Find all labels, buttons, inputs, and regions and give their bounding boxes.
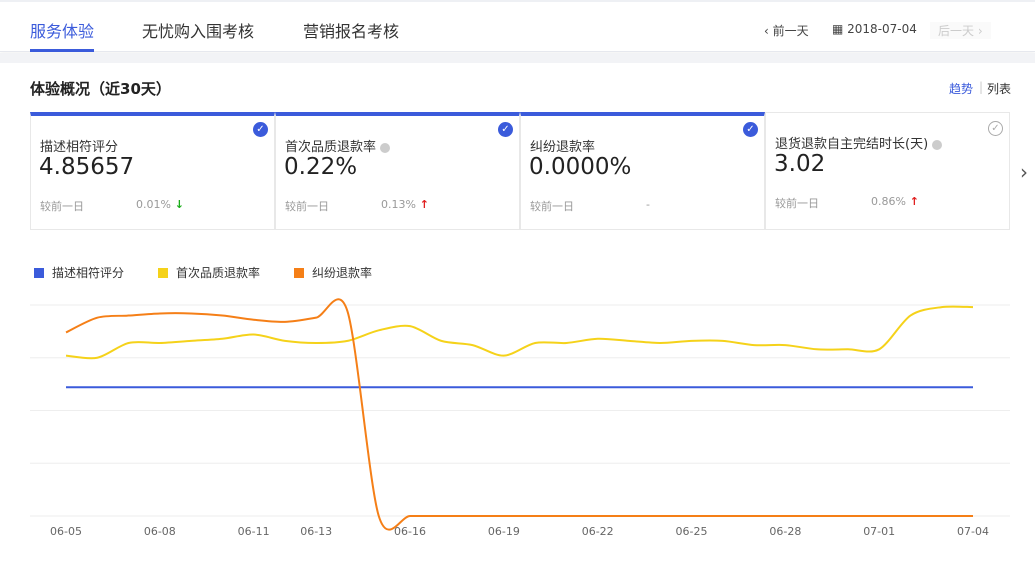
- check-icon[interactable]: ✓: [743, 122, 758, 137]
- chevron-right-icon: ›: [974, 24, 983, 38]
- x-tick-label: 06-13: [300, 525, 332, 538]
- tab-worry-free[interactable]: 无忧购入围考核: [142, 22, 255, 41]
- metric-card[interactable]: ✓ 描述相符评分 4.85657 较前一日 0.01% ↓: [30, 112, 275, 230]
- check-icon[interactable]: ✓: [498, 122, 513, 137]
- legend-swatch: [158, 268, 169, 278]
- cards-next-arrow[interactable]: ›: [1020, 160, 1028, 184]
- series-line: [65, 305, 974, 360]
- metric-card[interactable]: ✓ 退货退款自主完结时长(天) 3.02 较前一日 0.86% ↑: [765, 112, 1010, 230]
- series-line: [65, 298, 973, 531]
- next-day-button: 后一天 ›: [930, 22, 991, 39]
- metric-card[interactable]: ✓ 纠纷退款率 0.0000% 较前一日 -: [520, 112, 765, 230]
- legend-swatch: [294, 268, 305, 278]
- view-list-toggle[interactable]: 列表: [987, 82, 1012, 96]
- tab-service-experience[interactable]: 服务体验: [30, 22, 95, 41]
- x-tick-label: 07-04: [957, 525, 989, 538]
- prev-day-button[interactable]: ‹ 前一天: [764, 24, 809, 38]
- compare-label: 较前一日: [285, 200, 329, 213]
- top-tab-bar: 服务体验 无忧购入围考核 营销报名考核 ‹ 前一天 ▦ 2018-07-04 后…: [0, 0, 1035, 52]
- change-value: 0.86% ↑: [871, 195, 919, 208]
- check-icon[interactable]: ✓: [253, 122, 268, 137]
- chevron-left-icon: ‹: [764, 24, 773, 38]
- compare-label: 较前一日: [530, 200, 574, 213]
- x-tick-label: 06-16: [394, 525, 426, 538]
- metric-card[interactable]: ✓ 首次品质退款率 0.22% 较前一日 0.13% ↑: [275, 112, 520, 230]
- metric-label: 首次品质退款率: [285, 136, 391, 155]
- chart-legend: 描述相符评分 首次品质退款率 纠纷退款率: [34, 264, 372, 281]
- divider: [0, 53, 1035, 63]
- metric-value: 0.0000%: [529, 154, 632, 180]
- metric-label: 纠纷退款率: [530, 140, 596, 155]
- x-tick-label: 06-08: [144, 525, 176, 538]
- view-separator: |: [979, 80, 984, 94]
- legend-swatch: [34, 268, 44, 278]
- compare-label: 较前一日: [775, 197, 819, 210]
- check-icon[interactable]: ✓: [988, 121, 1003, 136]
- calendar-icon: ▦: [832, 22, 848, 36]
- compare-label: 较前一日: [40, 200, 84, 213]
- x-tick-label: 07-01: [863, 525, 895, 538]
- date-picker[interactable]: ▦ 2018-07-04: [832, 22, 917, 36]
- legend-item[interactable]: 描述相符评分: [34, 264, 124, 281]
- section-title: 体验概况（近30天）: [30, 80, 171, 98]
- metric-value: 4.85657: [39, 154, 135, 180]
- x-tick-label: 06-28: [769, 525, 801, 538]
- x-tick-label: 06-25: [676, 525, 708, 538]
- tab-marketing[interactable]: 营销报名考核: [303, 22, 400, 41]
- metric-value: 3.02: [774, 151, 826, 177]
- change-value: -: [646, 198, 650, 211]
- arrow-up-icon: ↑: [415, 198, 429, 211]
- legend-item[interactable]: 首次品质退款率: [158, 264, 260, 281]
- change-value: 0.01% ↓: [136, 198, 184, 211]
- info-icon[interactable]: [932, 139, 943, 150]
- view-trend-toggle[interactable]: 趋势: [949, 82, 974, 96]
- metric-label: 退货退款自主完结时长(天): [775, 133, 943, 152]
- x-tick-label: 06-19: [488, 525, 520, 538]
- trend-chart: 06-05 06-08 06-11 06-13 06-16 06-19 06-22 06-25…: [30, 298, 1010, 538]
- legend-item[interactable]: 纠纷退款率: [294, 264, 372, 281]
- arrow-down-icon: ↓: [170, 198, 184, 211]
- info-icon[interactable]: [380, 142, 391, 153]
- x-tick-label: 06-11: [238, 525, 270, 538]
- x-tick-label: 06-22: [582, 525, 614, 538]
- change-value: 0.13% ↑: [381, 198, 429, 211]
- active-tab-indicator: [30, 49, 94, 52]
- x-tick-label: 06-05: [50, 525, 82, 538]
- metric-value: 0.22%: [284, 154, 358, 180]
- metric-label: 描述相符评分: [40, 140, 119, 155]
- arrow-up-icon: ↑: [905, 195, 919, 208]
